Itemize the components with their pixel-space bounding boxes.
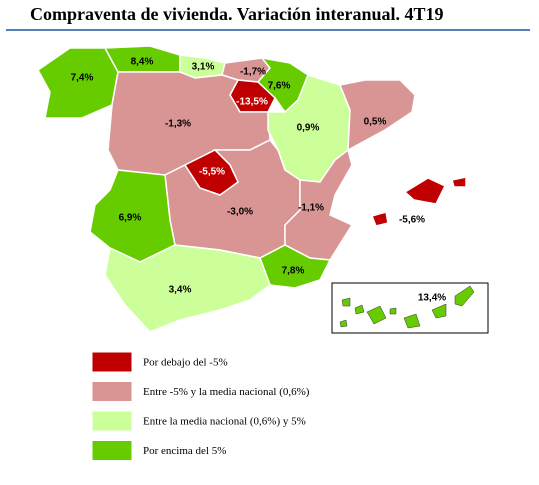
region-label: 3,1% [192,62,215,73]
region-label: 7,6% [268,81,291,92]
legend-swatch [91,351,133,373]
legend-label: Por encima del 5% [143,445,226,457]
legend-swatch [91,410,133,432]
legend-swatch [91,381,133,402]
title: Compraventa de vivienda. Variación inter… [30,4,444,24]
legend: Por debajo del -5% Entre -5% y la media n… [91,351,310,461]
region [259,244,332,289]
region-label: 0,9% [297,123,320,134]
legend-label: Entre -5% y la media nacional (0,6%) [143,386,310,398]
region-label: -5,5% [199,167,225,178]
legend-label: Entre la media nacional (0,6%) y 5% [143,416,306,428]
region-label: 7,4% [71,73,94,84]
region-label: 3,4% [169,285,192,296]
region [338,79,416,152]
region-label: -13,5% [236,97,268,108]
region-label: -1,7% [240,67,266,78]
region-label: -1,1% [298,203,324,214]
region-label: 13,4% [418,293,446,304]
legend-swatch [91,440,133,461]
region-label: 8,4% [131,57,154,68]
region-label: 7,8% [282,266,305,277]
region-label: -1,3% [165,119,191,130]
region-label: -3,0% [227,207,253,218]
region-label: -5,6% [399,215,425,226]
region [370,176,467,227]
region [284,148,354,261]
region-label: 0,5% [364,117,387,128]
region [183,149,239,196]
region [104,244,271,333]
canarias-box [331,282,489,334]
region-label: 6,9% [119,213,142,224]
legend-label: Por debajo del -5% [143,357,228,369]
region [339,285,475,329]
